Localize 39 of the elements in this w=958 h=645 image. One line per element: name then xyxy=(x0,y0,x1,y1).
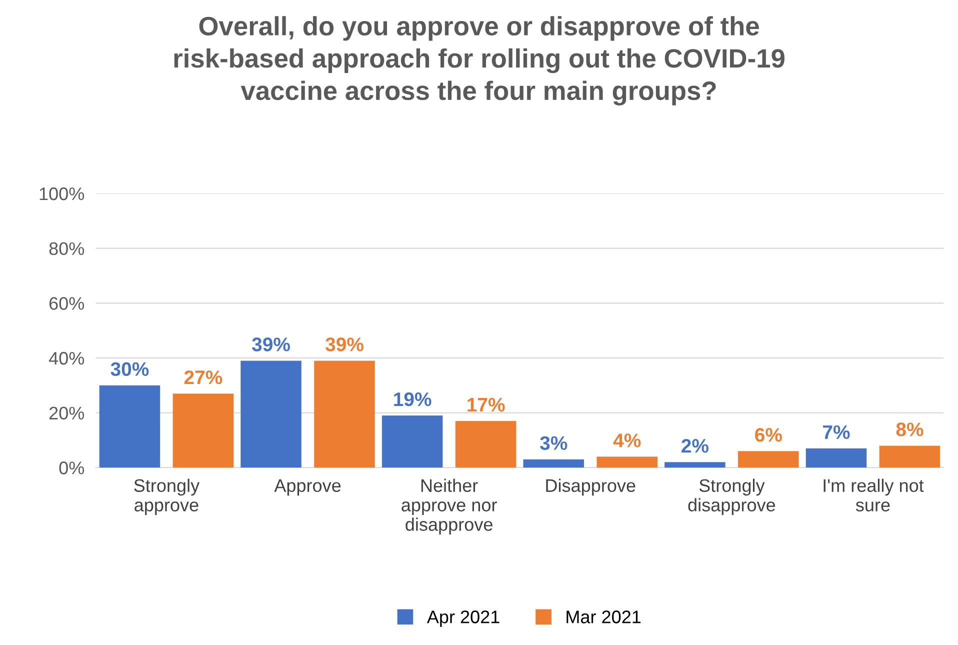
y-tick-label: 60% xyxy=(49,297,84,310)
x-tick-label: Disapprove xyxy=(546,478,636,496)
bar xyxy=(879,446,940,468)
bar xyxy=(99,385,160,468)
x-tick-label: Approve xyxy=(274,479,341,496)
bar xyxy=(314,360,375,468)
bar xyxy=(523,459,584,468)
data-label: 30% xyxy=(110,362,149,376)
x-tick-label: Neither approve nor disapprove xyxy=(402,478,497,534)
data-label: 39% xyxy=(252,338,290,352)
bar xyxy=(806,448,867,468)
x-tick-label: Strongly approve xyxy=(134,478,200,516)
y-tick-label: 100% xyxy=(40,187,84,200)
data-label: 8% xyxy=(896,422,924,436)
data-label: 17% xyxy=(468,398,505,412)
data-label: 39% xyxy=(325,338,364,352)
y-tick-label: 80% xyxy=(49,242,84,256)
data-label: 19% xyxy=(394,392,432,406)
data-label: 27% xyxy=(184,370,222,384)
bar xyxy=(455,421,516,468)
chart-title: Overall, do you approve or disapprove of the risk-based approach for rolling out the COVID-19 vaccine across the four main groups? xyxy=(174,16,784,106)
y-tick-label: 20% xyxy=(49,406,84,420)
bar xyxy=(664,462,726,468)
bar xyxy=(172,394,234,468)
x-tick-label: Strongly disapprove xyxy=(688,478,776,516)
data-label: 4% xyxy=(613,434,641,448)
data-label: 7% xyxy=(823,425,850,439)
bar xyxy=(382,416,443,468)
data-label: 3% xyxy=(540,436,568,450)
bar xyxy=(596,456,658,468)
x-tick-label: I'm really not sure xyxy=(824,478,924,512)
bar xyxy=(738,451,799,468)
y-tick-label: 40% xyxy=(48,352,84,365)
legend-label: Apr 2021 xyxy=(426,610,500,627)
bar xyxy=(240,360,302,468)
legend-label: Mar 2021 xyxy=(566,610,641,624)
data-label: 6% xyxy=(755,428,782,442)
data-label: 2% xyxy=(682,438,708,453)
y-tick-label: 0% xyxy=(59,462,84,474)
